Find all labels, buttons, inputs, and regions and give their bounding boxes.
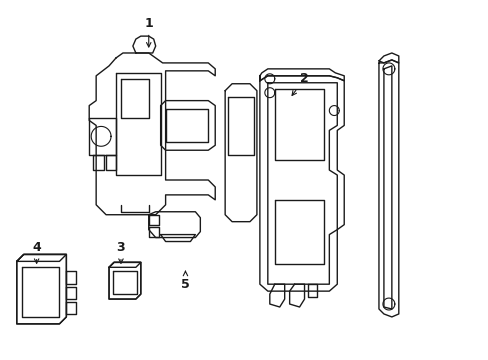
Text: 2: 2 bbox=[291, 72, 308, 95]
Text: 3: 3 bbox=[117, 241, 125, 263]
Text: 4: 4 bbox=[32, 241, 41, 263]
Text: 1: 1 bbox=[144, 17, 153, 47]
Text: 5: 5 bbox=[181, 271, 189, 291]
